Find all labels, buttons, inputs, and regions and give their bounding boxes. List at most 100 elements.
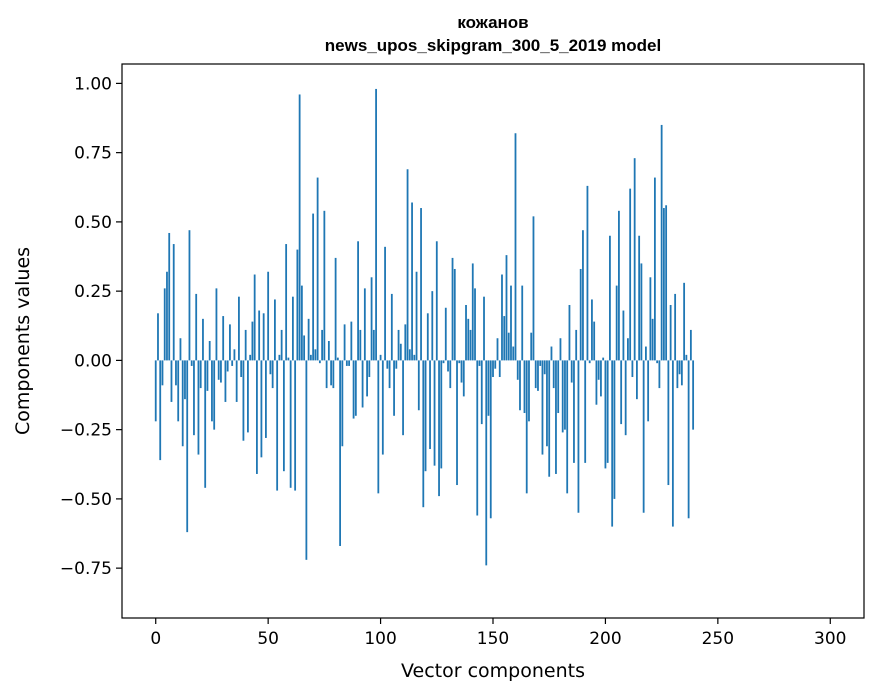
bar-233	[678, 360, 681, 375]
bar-168	[532, 216, 535, 361]
y-tick-label: −0.50	[60, 490, 112, 510]
bar-159	[512, 346, 515, 361]
bar-87	[350, 321, 353, 361]
bar-234	[680, 360, 683, 386]
bar-174	[546, 360, 548, 447]
bar-118	[420, 208, 422, 361]
bar-111	[404, 324, 407, 361]
bar-106	[393, 360, 395, 416]
bar-175	[548, 360, 551, 477]
bar-161	[516, 360, 519, 380]
bar-33	[229, 324, 231, 361]
bar-88	[352, 360, 355, 419]
bar-92	[361, 360, 364, 408]
bar-112	[406, 169, 409, 361]
bar-127	[440, 360, 443, 469]
bar-117	[417, 360, 420, 411]
bar-60	[289, 360, 292, 488]
bar-148	[487, 360, 490, 416]
bar-219	[647, 360, 650, 422]
bar-142	[474, 288, 476, 361]
bar-19	[197, 360, 200, 455]
bar-79	[332, 360, 335, 389]
bar-49	[265, 360, 267, 438]
bar-205	[615, 285, 618, 361]
bar-70	[312, 213, 315, 361]
bar-16	[190, 360, 193, 366]
bar-41	[247, 360, 249, 433]
bar-21	[202, 318, 204, 361]
bar-134	[456, 360, 458, 486]
bar-190	[582, 230, 584, 361]
bar-61	[291, 296, 294, 361]
y-axis-label: Components values	[12, 247, 34, 435]
bar-37	[238, 296, 240, 361]
plot-area	[154, 88, 695, 566]
bar-171	[539, 360, 542, 366]
bar-160	[514, 133, 517, 361]
bar-9	[175, 360, 177, 386]
x-axis-ticks: 0 50 100 150 200 250 300	[150, 618, 846, 649]
bar-236	[685, 354, 688, 361]
bar-231	[674, 293, 677, 361]
bar-192	[586, 185, 589, 361]
bar-68	[307, 318, 310, 361]
bar-153	[498, 360, 501, 378]
bar-225	[660, 124, 663, 361]
bar-29	[220, 360, 222, 383]
bar-63	[296, 249, 299, 361]
bar-43	[251, 321, 254, 361]
bar-1	[157, 313, 159, 361]
bar-124	[433, 360, 436, 466]
bar-213	[633, 158, 636, 361]
bar-99	[377, 360, 380, 494]
bar-151	[494, 360, 497, 369]
bar-125	[435, 241, 438, 361]
bar-119	[422, 360, 425, 508]
bar-64	[298, 94, 301, 361]
bar-154	[501, 274, 503, 361]
bar-201	[606, 360, 609, 463]
bar-208	[622, 310, 625, 361]
bar-195	[593, 321, 596, 361]
bar-71	[314, 349, 317, 361]
bar-145	[480, 360, 483, 425]
bar-129	[444, 307, 447, 361]
bar-36	[235, 360, 238, 402]
bar-57	[282, 360, 285, 472]
y-tick-label: 0.50	[74, 213, 112, 233]
bar-200	[604, 360, 607, 469]
bar-198	[600, 360, 602, 397]
bar-95	[368, 360, 371, 378]
bar-100	[379, 354, 382, 361]
bar-110	[402, 360, 404, 436]
bar-181	[561, 360, 564, 433]
bar-62	[294, 360, 297, 491]
bar-55	[278, 354, 281, 361]
bar-141	[471, 263, 474, 361]
bar-138	[465, 304, 467, 361]
bar-45	[256, 360, 258, 474]
bar-167	[530, 332, 533, 361]
bar-182	[564, 360, 566, 430]
bar-132	[451, 257, 454, 361]
x-tick-label: 50	[257, 629, 279, 649]
bar-0	[154, 360, 157, 422]
bar-10	[177, 360, 180, 422]
bar-38	[240, 360, 243, 378]
bar-107	[395, 360, 398, 369]
bar-17	[193, 360, 195, 436]
bar-144	[478, 360, 481, 366]
bar-199	[602, 357, 605, 361]
bar-187	[575, 329, 578, 361]
bar-126	[438, 360, 440, 497]
bar-69	[309, 354, 312, 361]
bar-186	[573, 360, 575, 463]
bar-97	[372, 329, 375, 361]
bar-28	[217, 360, 220, 380]
bar-211	[629, 188, 632, 361]
bar-162	[519, 360, 521, 411]
bar-80	[334, 257, 337, 361]
bar-90	[357, 241, 359, 361]
